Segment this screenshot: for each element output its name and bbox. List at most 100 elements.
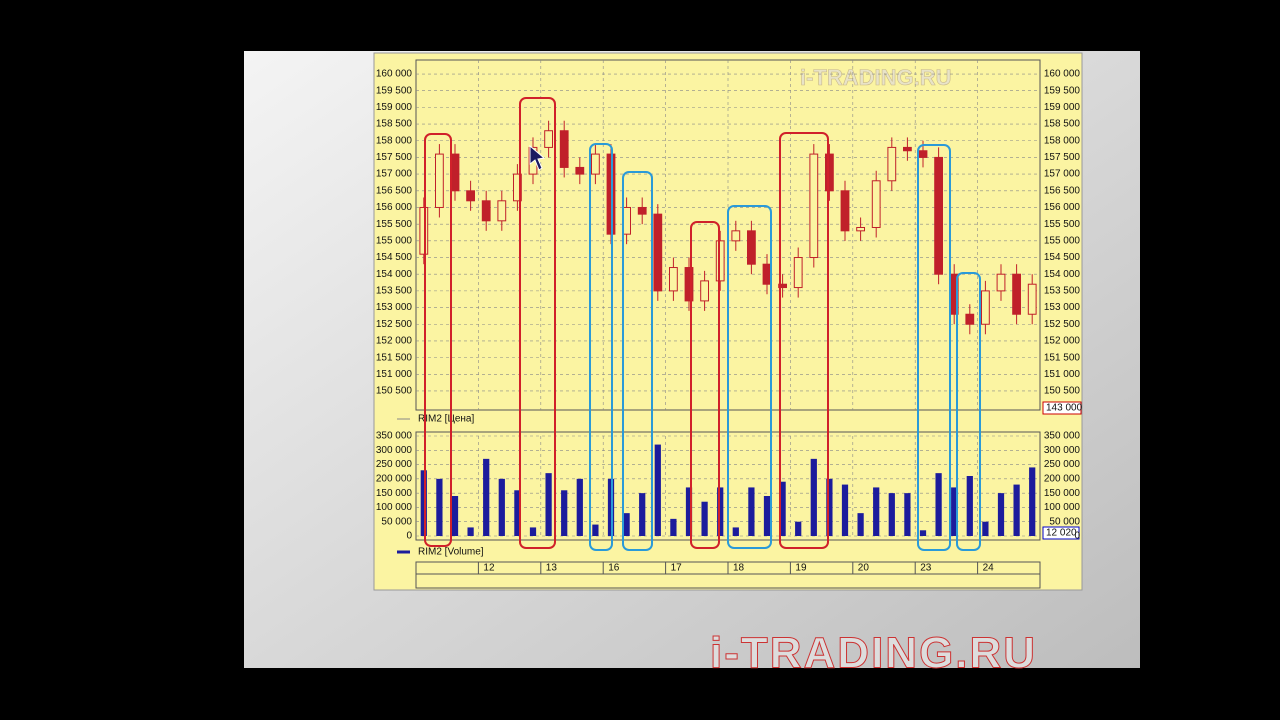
volume-bar [904, 493, 911, 536]
x-tick-label: 19 [795, 563, 807, 574]
y-tick-label: 155 500 [376, 219, 413, 230]
candle-body [513, 173, 522, 202]
x-tick-label: 18 [733, 563, 745, 574]
highlight-blue [727, 205, 772, 549]
y-tick-label: 300 000 [376, 445, 413, 456]
y-tick-label-right: 154 000 [1044, 269, 1081, 280]
volume-bar [467, 527, 474, 536]
candle-body [575, 166, 585, 175]
candle-body [996, 273, 1006, 292]
y-tick-label: 158 000 [376, 135, 413, 146]
candle-body [559, 130, 569, 168]
volume-bar [857, 513, 864, 536]
candle-body [918, 150, 928, 158]
highlight-red [424, 133, 452, 547]
y-tick-label-right: 158 000 [1044, 135, 1081, 146]
highlight-blue [589, 143, 613, 551]
last-price-label: 143 000 [1046, 403, 1083, 414]
y-tick-label: 157 500 [376, 152, 413, 163]
y-tick-label-right: 50 000 [1049, 516, 1080, 527]
y-tick-label-right: 153 500 [1044, 286, 1081, 297]
volume-bar [701, 501, 708, 536]
y-tick-label: 0 [406, 531, 412, 542]
candle-body [793, 257, 803, 289]
y-tick-label-right: 250 000 [1044, 459, 1081, 470]
volume-bar [592, 524, 599, 536]
y-tick-label: 150 500 [376, 386, 413, 397]
candle-body [887, 146, 897, 182]
candle-body [419, 206, 429, 255]
y-tick-label: 160 000 [376, 69, 413, 80]
candle-body [544, 130, 554, 148]
volume-bar [997, 493, 1005, 536]
candle-body [825, 153, 834, 192]
volume-bar [1029, 467, 1036, 536]
candle-body [747, 230, 756, 265]
volume-bar [732, 527, 739, 536]
x-tick-label: 17 [671, 563, 683, 574]
volume-bar [982, 521, 989, 536]
highlight-red [519, 97, 556, 549]
y-tick-label: 153 000 [376, 302, 413, 313]
y-tick-label: 157 000 [376, 169, 413, 180]
y-tick-label: 154 000 [376, 269, 413, 280]
mouse-cursor [529, 144, 546, 171]
x-tick-label: 23 [920, 563, 932, 574]
y-tick-label-right: 151 000 [1044, 369, 1081, 380]
legend-price: RIM2 [Цена] [418, 414, 474, 425]
y-tick-label-right: 300 000 [1044, 445, 1081, 456]
candle-body [934, 156, 944, 275]
y-tick-label: 153 500 [376, 286, 413, 297]
volume-bar [795, 521, 802, 536]
candle-body [778, 283, 788, 289]
y-tick-label-right: 153 000 [1044, 302, 1081, 313]
candle-body [700, 280, 710, 302]
candle-body [435, 153, 444, 208]
volume-bar [654, 444, 661, 536]
watermark: i-TRADING.RU [800, 65, 952, 90]
candle-body [856, 226, 866, 232]
candle-body [450, 153, 460, 192]
y-tick-label: 152 000 [376, 336, 413, 347]
last-volume-box [1042, 526, 1080, 540]
y-tick-label-right: 0 [1074, 531, 1080, 542]
volume-bar [966, 476, 973, 536]
candle-body [731, 230, 741, 242]
candle-body [466, 190, 476, 202]
highlight-blue [917, 144, 951, 551]
last-price-box [1042, 401, 1082, 415]
y-tick-label: 50 000 [381, 516, 412, 527]
x-tick-label: 13 [546, 563, 558, 574]
volume-bar [483, 458, 490, 536]
candle-body [653, 213, 663, 292]
y-tick-label: 152 500 [376, 319, 413, 330]
x-tick-label: 16 [608, 563, 620, 574]
volume-bar [717, 487, 724, 536]
volume-bar [545, 473, 552, 536]
y-tick-label: 151 000 [376, 369, 413, 380]
candle-body [497, 200, 507, 222]
candle-body [1012, 273, 1022, 315]
candle-body [1027, 283, 1037, 315]
y-tick-label: 154 500 [376, 252, 413, 263]
candle-body [809, 153, 819, 259]
highlight-blue [622, 171, 653, 551]
highlight-red [690, 221, 720, 549]
volume-bar [576, 478, 583, 536]
y-tick-label: 156 500 [376, 185, 413, 196]
y-tick-label: 250 000 [376, 459, 413, 470]
volume-bar [935, 473, 942, 536]
y-tick-label-right: 157 500 [1044, 152, 1081, 163]
candle-body [684, 267, 694, 302]
y-tick-label-right: 154 500 [1044, 252, 1081, 263]
y-tick-label: 350 000 [376, 431, 413, 442]
y-tick-label: 150 000 [376, 488, 413, 499]
candle-body [591, 153, 600, 175]
volume-bar [810, 458, 817, 536]
last-volume-label: 12 020 [1046, 528, 1077, 539]
y-tick-label: 156 000 [376, 202, 413, 213]
volume-bar [763, 496, 771, 536]
volume-bar [436, 478, 443, 536]
volume-bar [873, 487, 880, 536]
